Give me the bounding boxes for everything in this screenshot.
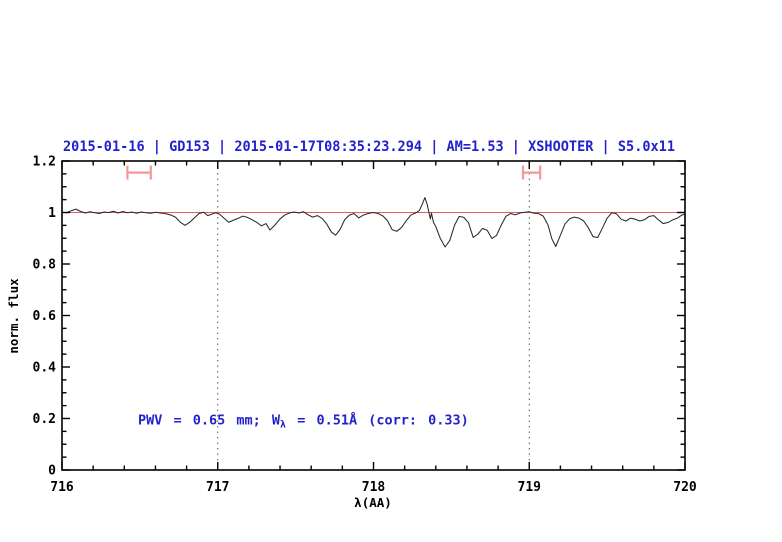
x-tick-label: 716 bbox=[50, 480, 74, 495]
band-markers bbox=[126, 165, 542, 180]
y-axis-label: norm. flux bbox=[6, 278, 21, 354]
spectrum-curve bbox=[61, 197, 686, 248]
pwv-annotation-subscript: λ bbox=[280, 420, 286, 431]
plot-drawing-layer: 716 717 718 719 720 0 0.2 0.4 0.6 0.8 1 1.2 bbox=[33, 155, 697, 496]
x-axis-label: λ(AA) bbox=[354, 495, 392, 510]
y-tick-label: 0.4 bbox=[33, 361, 57, 376]
pwv-annotation-pre: PWV = 0.65 mm; W bbox=[138, 413, 281, 429]
x-tick-label: 719 bbox=[518, 480, 541, 495]
plot-title: 2015-01-16 | GD153 | 2015-01-17T08:35:23… bbox=[63, 139, 675, 155]
x-tick-label: 720 bbox=[673, 480, 697, 495]
y-tick-label: 1.2 bbox=[33, 155, 56, 170]
x-tick-label: 717 bbox=[206, 480, 229, 495]
x-tick-label: 718 bbox=[362, 480, 386, 495]
y-tick-label: 0.8 bbox=[33, 258, 57, 273]
y-tick-label: 0.2 bbox=[33, 412, 56, 427]
pwv-annotation-post: = 0.51Å (corr: 0.33) bbox=[286, 412, 469, 429]
y-tick-label: 1 bbox=[48, 206, 56, 221]
axis-ticks bbox=[61, 160, 686, 471]
y-tick-label: 0 bbox=[48, 464, 56, 479]
pwv-annotation: PWV = 0.65 mm; Wλ = 0.51Å (corr: 0.33) bbox=[138, 412, 469, 431]
y-tick-label: 0.6 bbox=[33, 309, 57, 324]
